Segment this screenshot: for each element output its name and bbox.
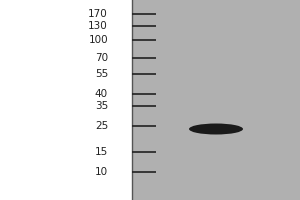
- Text: 130: 130: [88, 21, 108, 31]
- Text: 100: 100: [88, 35, 108, 45]
- Text: 10: 10: [95, 167, 108, 177]
- Text: 15: 15: [95, 147, 108, 157]
- Bar: [132, 0, 300, 200]
- Text: 170: 170: [88, 9, 108, 19]
- Text: 40: 40: [95, 89, 108, 99]
- Text: 70: 70: [95, 53, 108, 63]
- Text: 25: 25: [95, 121, 108, 131]
- Ellipse shape: [189, 123, 243, 134]
- Text: 55: 55: [95, 69, 108, 79]
- Text: 35: 35: [95, 101, 108, 111]
